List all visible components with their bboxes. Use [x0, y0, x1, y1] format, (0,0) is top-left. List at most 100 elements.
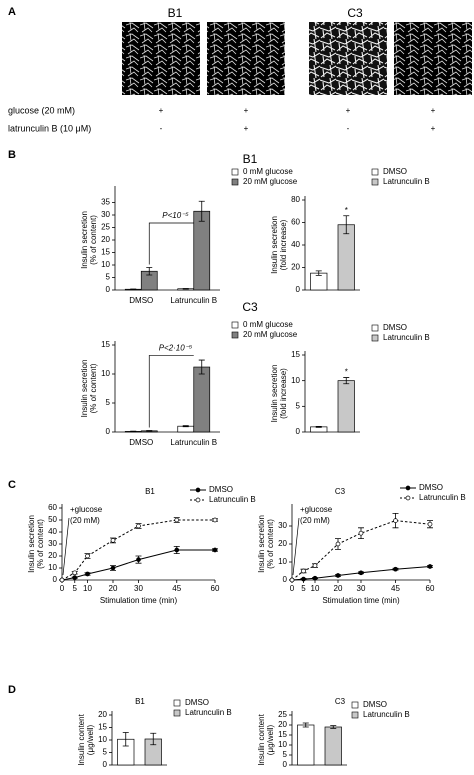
y-axis-label: Insulin secretion: [270, 216, 279, 274]
treatment-mark: +: [244, 124, 249, 133]
legend-swatch: [173, 699, 181, 707]
legend-swatch: [231, 331, 239, 339]
legend-swatch: [231, 178, 239, 186]
error-bar: [198, 359, 205, 375]
point: [136, 557, 141, 562]
y-tick-label: 5: [296, 401, 301, 410]
annotation-arrow: [62, 517, 70, 576]
legend-label: 0 mM glucose: [243, 167, 293, 176]
y-tick-label: 10: [98, 735, 107, 744]
point: [110, 538, 116, 543]
x-tick-label: DMSO: [129, 438, 153, 447]
y-tick-label: 40: [48, 527, 57, 536]
legend-label: DMSO: [419, 483, 443, 492]
y-tick-label: 10: [101, 260, 110, 269]
y-axis-label: Insulin secretion: [80, 211, 89, 269]
y-tick-label: 20: [291, 263, 300, 272]
point: [136, 523, 141, 529]
y-tick-label: 35: [101, 198, 110, 207]
error-bar: [315, 270, 322, 276]
error-bar: [343, 377, 350, 385]
bar: [337, 224, 355, 291]
treatment-mark: +: [159, 106, 164, 115]
y-tick-label: 50: [48, 515, 57, 524]
legend-swatch: [231, 168, 239, 176]
y-tick-label: 25: [278, 710, 287, 719]
bar: [324, 726, 342, 766]
x-axis-label: Stimulation time (min): [100, 596, 178, 605]
point: [301, 568, 306, 574]
legend-swatch: [371, 334, 379, 342]
legend-label: Latrunculin B: [363, 710, 410, 719]
point: [212, 547, 218, 553]
y-tick-label: 0: [106, 285, 111, 294]
y-tick-label: 20: [278, 720, 287, 729]
column-title: B1: [168, 6, 183, 20]
y-axis-label: (μg/well): [86, 724, 95, 755]
point: [72, 575, 78, 580]
treatment-mark: +: [346, 106, 351, 115]
point: [85, 571, 90, 577]
y-tick-label: 15: [291, 350, 300, 359]
legend-label: DMSO: [363, 700, 387, 709]
legend-label: Latrunculin B: [419, 493, 466, 502]
y-axis-label: (μg/well): [266, 724, 275, 755]
y-tick-label: 80: [291, 195, 300, 204]
legend-label: DMSO: [185, 698, 209, 707]
x-tick-label: 0: [290, 584, 295, 593]
y-tick-label: 10: [278, 557, 287, 566]
treatment-mark: -: [160, 124, 163, 133]
row-label: latrunculin B (10 μM): [8, 123, 91, 133]
y-tick-label: 40: [291, 240, 300, 249]
section-title: B1: [243, 152, 258, 166]
legend-label: Latrunculin B: [209, 495, 256, 504]
y-tick-label: 10: [278, 740, 287, 749]
y-axis-label: (% of content): [89, 363, 98, 413]
x-tick-label: 45: [172, 584, 181, 593]
legend-swatch: [371, 324, 379, 332]
legend-swatch: [371, 178, 379, 186]
y-axis-label: (fold increase): [279, 368, 288, 419]
point: [59, 577, 65, 583]
x-axis-label: Stimulation time (min): [322, 596, 400, 605]
panel-label: D: [8, 684, 16, 696]
y-tick-label: 60: [48, 503, 57, 512]
legend-label: DMSO: [383, 323, 407, 332]
y-tick-label: 60: [291, 218, 300, 227]
point: [212, 517, 218, 523]
legend-swatch: [371, 168, 379, 176]
x-tick-label: Latrunculin B: [170, 296, 217, 305]
point: [174, 517, 180, 523]
x-tick-label: 20: [109, 584, 118, 593]
annotation: *: [345, 206, 348, 215]
point: [358, 530, 364, 536]
x-tick-label: 60: [211, 584, 220, 593]
treatment-mark: +: [431, 124, 436, 133]
error-bar: [182, 288, 189, 290]
legend-label: 20 mM glucose: [243, 330, 298, 339]
y-axis-label: (% of content): [36, 519, 45, 569]
y-axis-label: (fold increase): [279, 219, 288, 270]
y-tick-label: 30: [101, 210, 110, 219]
y-tick-label: 20: [278, 539, 287, 548]
x-tick-label: 5: [301, 584, 306, 593]
y-tick-label: 15: [101, 340, 110, 349]
bar: [297, 724, 315, 766]
legend-label: Latrunculin B: [383, 177, 430, 186]
bar: [337, 380, 355, 433]
y-tick-label: 10: [101, 369, 110, 378]
y-tick-label: 0: [106, 427, 111, 436]
point: [312, 563, 318, 568]
treatment-mark: +: [431, 106, 436, 115]
annotation: P<10⁻⁵: [162, 211, 189, 220]
y-tick-label: 20: [48, 551, 57, 560]
legend-swatch: [351, 701, 359, 709]
y-axis-label: Insulin content: [257, 713, 266, 765]
error-bar: [130, 430, 137, 433]
point: [110, 565, 116, 571]
legend-label: 20 mM glucose: [243, 177, 298, 186]
legend-label: Latrunculin B: [383, 333, 430, 342]
y-tick-label: 5: [283, 750, 288, 759]
x-tick-label: 10: [83, 584, 92, 593]
